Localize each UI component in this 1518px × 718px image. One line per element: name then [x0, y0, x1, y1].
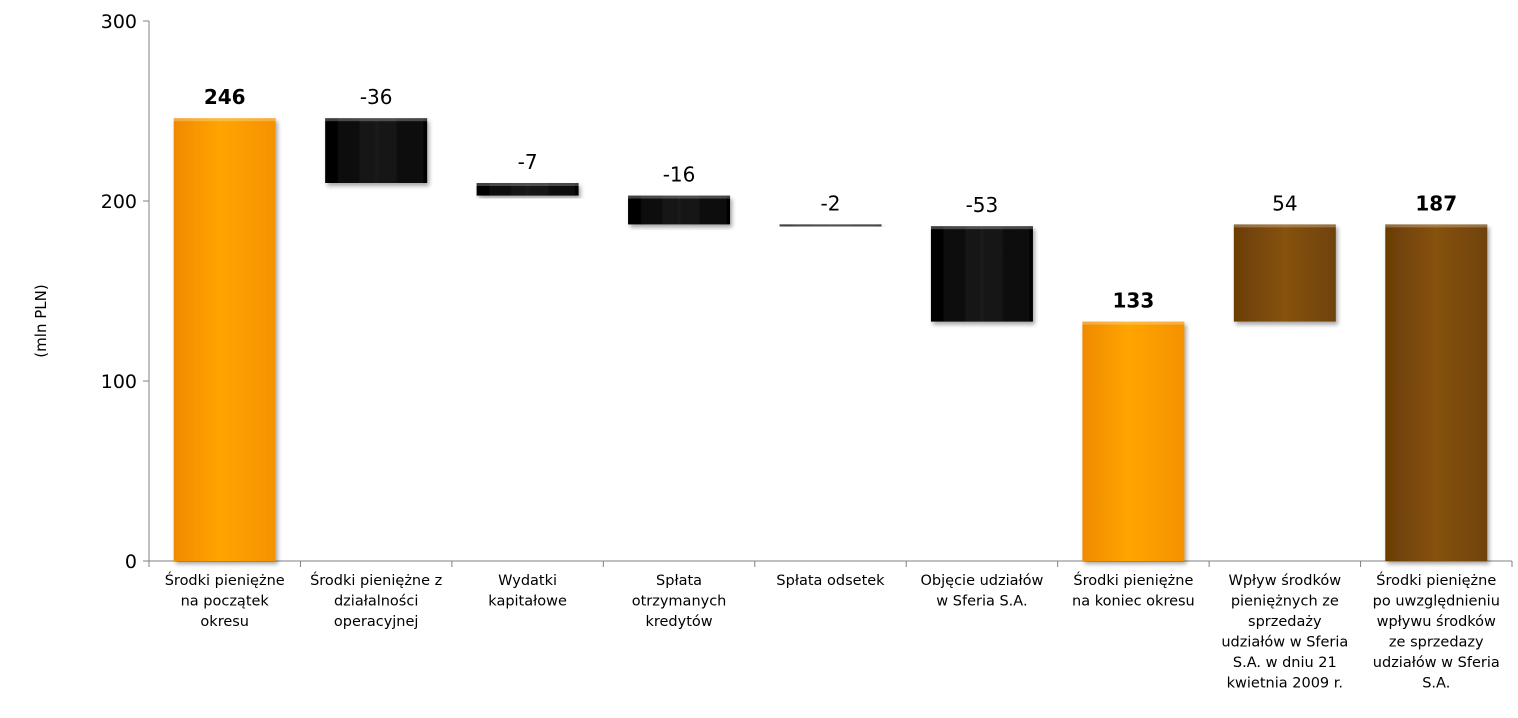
x-tick-label-line: Środki pieniężne: [1376, 571, 1496, 589]
x-tick-label-line: działalności: [334, 594, 418, 610]
x-tick-label: Wydatki kapitałowe: [488, 573, 567, 610]
x-tick-label: Środki pieniężne po uwzględnieniu wpływu ś…: [1373, 571, 1500, 692]
x-tick-label-line: kredytów: [645, 614, 712, 630]
x-tick-label-line: Spłata: [656, 573, 702, 589]
x-tick-label-line: udziałów w Sferia: [1221, 635, 1348, 651]
x-tick-label: Spłata otrzymanych kredytów: [632, 573, 727, 630]
x-tick-label-line: udziałów w Sferia: [1373, 655, 1500, 671]
x-tick-label-line: ze sprzedazy: [1389, 635, 1484, 651]
bar-1: [173, 118, 276, 561]
bar-4: [628, 195, 731, 225]
x-tick-label: Środki pieniężne z działalności operacyjne…: [310, 571, 442, 630]
y-tick-label: 200: [101, 191, 137, 213]
bar-highlight: [325, 118, 428, 122]
bar-highlight: [628, 195, 731, 199]
x-tick-label-line: w Sferia S.A.: [936, 594, 1027, 610]
x-tick-label-line: po uwzględnieniu: [1373, 594, 1500, 610]
axes: 0 100 200 300 (mln PLN): [32, 11, 1513, 573]
bar-highlight: [779, 224, 882, 227]
data-label: 133: [1113, 289, 1155, 313]
x-tick-label-line: okresu: [200, 614, 249, 630]
data-label: 187: [1415, 191, 1457, 215]
bar-8: [1233, 224, 1336, 322]
x-tick-label: Środki pieniężne na koniec okresu: [1072, 571, 1195, 610]
x-tick-label-line: Środki pieniężne z: [310, 571, 442, 589]
y-tick-label: 100: [101, 371, 137, 393]
x-tick-label-line: kapitałowe: [488, 594, 567, 610]
data-label: -53: [966, 193, 999, 217]
bar-highlight: [930, 226, 1033, 230]
data-label: -36: [360, 85, 393, 109]
x-tick-label-line: Objęcie udziałów: [921, 573, 1044, 589]
y-tick-label: 0: [125, 551, 137, 573]
bar-9: [1385, 224, 1488, 561]
y-axis-title: (mln PLN): [32, 284, 50, 357]
bar-highlight: [1082, 321, 1185, 325]
x-tick-label-line: Środki pieniężne: [1073, 571, 1193, 589]
x-tick-label-line: pieniężnych ze: [1231, 594, 1339, 610]
x-tick-label: Spłata odsetek: [776, 573, 885, 589]
bar-highlight: [173, 118, 276, 122]
x-tick-label-line: otrzymanych: [632, 594, 727, 610]
labels: 246 Środki pieniężne na początek okresu -36 Ś…: [165, 85, 1500, 691]
x-tick-label-line: wpływu środków: [1377, 614, 1496, 630]
bar-highlight: [1233, 224, 1336, 228]
x-tick-label: Objęcie udziałów w Sferia S.A.: [921, 573, 1044, 610]
bar-highlight: [1385, 224, 1488, 228]
data-label: -7: [518, 150, 538, 174]
bar-6: [930, 226, 1033, 322]
x-tick-label-line: S.A. w dniu 21: [1233, 655, 1337, 671]
x-tick-label-line: Spłata odsetek: [776, 573, 885, 589]
data-label: -2: [821, 191, 841, 215]
x-tick-label-line: Wydatki: [498, 573, 557, 589]
x-tick-label-line: na początek: [181, 594, 270, 610]
bar-7: [1082, 321, 1185, 561]
y-tick-label: 300: [101, 11, 137, 33]
x-tick-label-line: Wpływ środków: [1229, 573, 1342, 589]
x-tick-label: Wpływ środków pieniężnych ze sprzedaży udzi…: [1221, 573, 1348, 692]
x-tick-label-line: operacyjnej: [334, 614, 419, 630]
x-tick-label-line: sprzedaży: [1248, 614, 1322, 630]
bar-5: [779, 224, 882, 227]
x-tick-label-line: na koniec okresu: [1072, 594, 1195, 610]
bar-highlight: [476, 183, 579, 186]
x-tick-label-line: S.A.: [1422, 676, 1450, 692]
bars: [173, 118, 1488, 561]
x-tick-label: Środki pieniężne na początek okresu: [165, 571, 285, 630]
data-label: -16: [663, 163, 696, 187]
bar-2: [325, 118, 428, 183]
x-tick-label-line: Środki pieniężne: [165, 571, 285, 589]
data-label: 246: [204, 85, 246, 109]
bar-3: [476, 183, 579, 196]
x-tick-label-line: kwietnia 2009 r.: [1227, 676, 1343, 692]
data-label: 54: [1272, 191, 1297, 215]
